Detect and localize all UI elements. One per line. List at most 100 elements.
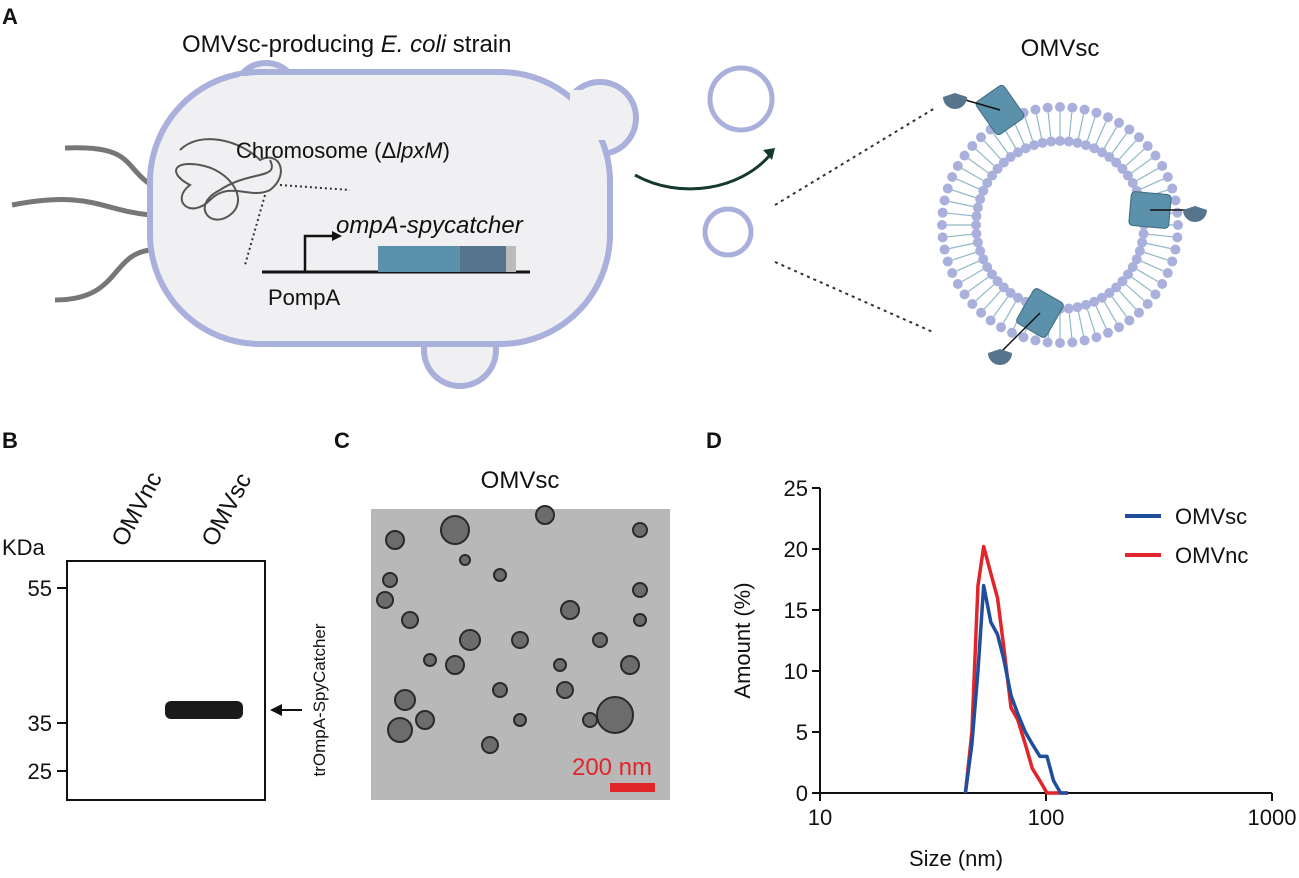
lipid-tail: [1002, 301, 1017, 324]
lipid-tail: [968, 276, 989, 292]
lipid-head: [1067, 337, 1078, 348]
lipid-head: [1122, 170, 1133, 181]
lipid-head: [971, 211, 982, 222]
lipid-tail: [975, 284, 995, 302]
lipid-head: [1089, 296, 1100, 307]
lipid-head: [959, 150, 970, 161]
lipid-head: [1063, 136, 1074, 147]
promoter-label: PompA: [268, 285, 340, 310]
chart: 0 5 10 15 20 25 10 100 1000 Size (nm) Amount (%) OM…: [730, 476, 1296, 871]
lipid-head: [992, 163, 1003, 174]
lipid-head: [1150, 289, 1161, 300]
lipid-head: [1117, 163, 1128, 174]
lipid-head: [1127, 262, 1138, 272]
vesicle: [394, 689, 416, 711]
lipid-head: [1030, 104, 1041, 115]
text: strain: [446, 31, 511, 58]
y-axis-label: Amount (%): [730, 582, 755, 698]
arrow-head: [332, 231, 342, 241]
legend-label: OMVsc: [1175, 504, 1247, 529]
lipid-tail: [1144, 251, 1168, 261]
lipid-head: [1063, 303, 1074, 314]
band-label: trOmpA-SpyCatcher: [310, 623, 329, 776]
lipid-head: [1046, 136, 1057, 147]
lipid-tail: [975, 148, 995, 166]
lipid-head: [1102, 112, 1113, 123]
lipid-head: [1138, 228, 1149, 239]
vesicle: [513, 713, 527, 727]
lipid-tail: [949, 242, 974, 250]
lipid-head: [1167, 256, 1178, 267]
lipid-tail: [1024, 117, 1034, 141]
membrane: [937, 84, 1207, 365]
spycatcher: [988, 349, 1012, 365]
vesicle: [493, 568, 507, 582]
vesicle: [401, 611, 419, 629]
vesicle: [582, 712, 598, 728]
lipid-tail: [1125, 284, 1145, 302]
lipid-head: [1170, 244, 1181, 255]
lipid-head: [982, 262, 993, 272]
vesicle: [553, 658, 567, 672]
lipid-head: [1124, 315, 1135, 326]
lipid-tail: [1095, 306, 1107, 329]
gene-tag: [506, 246, 516, 272]
lipid-head: [998, 282, 1009, 293]
lane-label: OMVsc: [196, 469, 257, 551]
lipid-tail: [961, 167, 984, 182]
lipid-tail: [1111, 296, 1127, 317]
vesicle: [702, 206, 754, 258]
lipid-head: [1097, 147, 1107, 158]
lipid-tail: [1068, 112, 1073, 137]
lipid-head: [1133, 307, 1144, 318]
lipid-tail: [1136, 167, 1159, 182]
vesicle: [481, 736, 499, 754]
marker-label: 55: [28, 576, 52, 601]
lipid-head: [1122, 269, 1133, 280]
vesicle: [511, 631, 529, 649]
unit-label: KDa: [2, 535, 46, 560]
zoom-line: [279, 184, 351, 191]
vesicle: [382, 572, 398, 588]
vesicle: [633, 613, 647, 627]
lipid-head: [1042, 337, 1053, 348]
lipid-head: [1172, 232, 1183, 243]
vesicle: [423, 653, 437, 667]
lipid-tail: [1086, 117, 1096, 141]
lipid-tail: [1141, 178, 1164, 190]
lipid-tail: [1148, 233, 1173, 238]
strain-title: OMVsc-producing E. coli strain: [182, 31, 511, 58]
lipid-head: [1167, 183, 1178, 194]
lipid-head: [992, 276, 1003, 287]
lipid-tail: [993, 296, 1009, 317]
lipid-head: [1067, 102, 1078, 113]
lipid-head: [1018, 332, 1029, 343]
cell-fill: [240, 76, 606, 341]
lipid-head: [1173, 220, 1183, 230]
lipid-tail: [1068, 313, 1073, 338]
lipid-head: [1037, 137, 1048, 148]
vesicle: [459, 629, 481, 651]
x-tick-label: 100: [1028, 805, 1065, 830]
lipid-tail: [1077, 311, 1085, 336]
lipid-tail: [1136, 268, 1159, 283]
text: OMVsc-producing: [182, 31, 381, 58]
vesicle: [592, 632, 608, 648]
y-tick-label: 10: [784, 659, 808, 684]
chromosome-label: Chromosome (ΔlpxM): [236, 138, 450, 163]
vesicle-title: OMVsc: [1021, 35, 1100, 62]
lipid-head: [1007, 327, 1018, 338]
x-axis-label: Size (nm): [909, 846, 1003, 871]
lipid-head: [1157, 161, 1168, 171]
vesicle: [535, 505, 555, 525]
vesicle: [387, 717, 413, 743]
lipid-head: [942, 183, 953, 194]
lipid-head: [1005, 152, 1016, 163]
lipid-head: [1131, 254, 1142, 265]
lipid-head: [978, 254, 989, 265]
legend-label: OMVnc: [1175, 543, 1248, 568]
lipid-head: [1111, 282, 1122, 293]
lipid-head: [1030, 335, 1041, 346]
lipid-head: [1029, 140, 1040, 151]
